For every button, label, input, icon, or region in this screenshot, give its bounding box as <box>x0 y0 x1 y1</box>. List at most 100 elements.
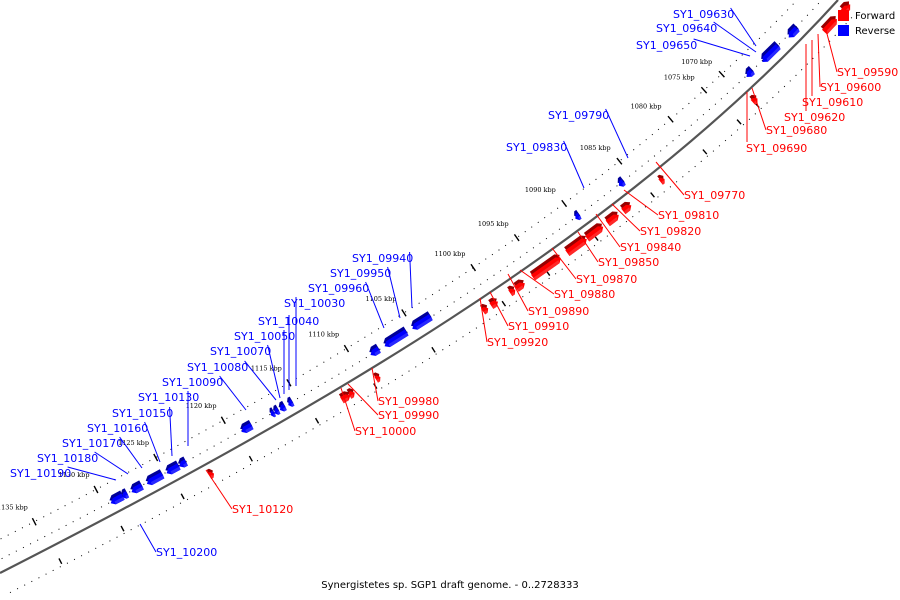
gene-feature-body <box>508 288 516 297</box>
gene-features <box>109 1 851 505</box>
leader-line-SY1_09650 <box>693 38 751 57</box>
gene-feature-SY1_10070 <box>269 407 276 418</box>
gene-feature-highlight <box>483 309 488 315</box>
gene-label-SY1_09950: SY1_09950 <box>330 267 391 280</box>
leader-line-SY1_09630 <box>730 7 757 47</box>
strand-guide-lines <box>0 0 855 594</box>
gene-label-SY1_10180: SY1_10180 <box>37 452 98 465</box>
leader-line-SY1_10190 <box>67 466 117 481</box>
scale-tick-minor <box>120 525 125 532</box>
leader-line-SY1_09940 <box>409 251 413 309</box>
gene-feature-body <box>412 314 433 330</box>
legend-forward-swatch <box>838 10 849 21</box>
guide-reverse-strand <box>0 0 798 540</box>
gene-feature-highlight <box>114 496 125 505</box>
leader-line-SY1_10090 <box>219 375 247 411</box>
gene-feature-SY1_10190 <box>109 490 125 505</box>
leader-line-SY1_09790 <box>605 108 629 159</box>
scale-tick <box>220 416 226 425</box>
gene-feature-SY1_09820 <box>604 211 619 227</box>
scale-tick <box>401 309 407 317</box>
gene-feature-body <box>788 26 800 38</box>
gene-feature-SY1_10050 <box>273 404 281 415</box>
scale-tick-minor <box>58 558 63 565</box>
leader-line-SY1_09850 <box>577 231 599 263</box>
gene-label-SY1_10150: SY1_10150 <box>112 407 173 420</box>
gene-label-SY1_09680: SY1_09680 <box>766 124 827 137</box>
gene-label-SY1_09610: SY1_09610 <box>802 96 863 109</box>
scale-tick-minor <box>702 149 708 155</box>
gene-label-SY1_10070: SY1_10070 <box>210 345 271 358</box>
leader-line-SY1_09950 <box>387 266 401 319</box>
gene-label-SY1_10040: SY1_10040 <box>258 315 319 328</box>
gene-feature-SY1_09790 <box>617 176 626 187</box>
gene-feature-SY1_09870 <box>529 254 561 281</box>
leader-line-SY1_09880 <box>519 269 555 295</box>
gene-feature-SY1_10030 <box>287 396 295 407</box>
gene-feature-SY1_09600 <box>820 16 837 35</box>
gene-feature-highlight <box>150 475 165 486</box>
scale-tick-label: 1115 kbp <box>251 365 282 373</box>
gene-label-SY1_09870: SY1_09870 <box>576 273 637 286</box>
gene-feature-highlight <box>170 466 181 475</box>
gene-feature-body <box>110 493 125 505</box>
gene-feature-highlight <box>342 397 349 404</box>
leader-line-SY1_09870 <box>551 247 577 280</box>
leader-line-SY1_09770 <box>655 161 685 196</box>
gene-feature-highlight <box>283 407 287 412</box>
gene-label-SY1_10080: SY1_10080 <box>187 361 248 374</box>
gene-feature-highlight <box>291 402 295 407</box>
scale-tick <box>343 344 350 353</box>
scale-tick-label: 1125 kbp <box>118 439 149 447</box>
gene-feature-highlight <box>608 217 618 227</box>
scale-tick <box>470 263 477 272</box>
gene-feature-highlight <box>374 349 381 356</box>
gene-feature-SY1_10180 <box>121 488 130 499</box>
leader-line-SY1_09590 <box>825 29 838 73</box>
gene-label-SY1_09790: SY1_09790 <box>548 109 609 122</box>
gene-feature-SY1_09850 <box>564 235 587 256</box>
gene-label-SY1_09980: SY1_09980 <box>378 395 439 408</box>
gene-feature-body <box>762 44 781 62</box>
scale-tick-minor <box>736 119 742 125</box>
leader-line-SY1_09840 <box>595 213 621 248</box>
scale-tick-label: 1100 kbp <box>435 250 466 258</box>
gene-feature-highlight <box>135 486 144 494</box>
leader-line-SY1_09990 <box>347 383 379 416</box>
gene-feature-SY1_09830 <box>574 209 582 221</box>
leader-line-SY1_09890 <box>507 273 529 312</box>
gene-labels: SY1_09590SY1_09600SY1_09610SY1_09620SY1_… <box>10 8 898 559</box>
gene-feature-highlight <box>624 207 631 215</box>
gene-label-SY1_10090: SY1_10090 <box>162 376 223 389</box>
gene-feature-SY1_10090 <box>240 420 254 433</box>
gene-feature-body <box>384 329 409 348</box>
scale-tick-label: 1110 kbp <box>308 331 339 339</box>
gene-feature-body <box>621 204 632 215</box>
gene-label-SY1_09620: SY1_09620 <box>784 111 845 124</box>
leader-line-SY1_09980 <box>371 367 379 402</box>
gene-feature-SY1_09630 <box>787 23 800 38</box>
scale-tick <box>153 453 159 462</box>
leader-line-SY1_09830 <box>563 140 585 189</box>
scale-tick-minor <box>431 346 436 353</box>
gene-feature-SY1_10000 <box>338 391 351 404</box>
gene-label-SY1_09850: SY1_09850 <box>598 256 659 269</box>
scale-tick <box>513 233 520 242</box>
gene-feature-SY1_09840 <box>583 223 604 242</box>
scale-tick-label: 1075 kbp <box>664 74 695 82</box>
gene-label-SY1_09890: SY1_09890 <box>528 305 589 318</box>
gene-feature-highlight <box>568 241 586 256</box>
gene-label-SY1_09640: SY1_09640 <box>656 22 717 35</box>
scale-tick <box>93 485 99 494</box>
scale-tick-minor <box>248 455 253 462</box>
gene-feature-highlight <box>578 215 582 221</box>
gene-label-SY1_10120: SY1_10120 <box>232 503 293 516</box>
leader-line-SY1_10160 <box>144 421 161 463</box>
legend-forward-label: Forward <box>855 11 895 22</box>
gene-label-SY1_10200: SY1_10200 <box>156 546 217 559</box>
leader-line-SY1_09680 <box>751 87 767 131</box>
gene-feature-highlight <box>588 228 603 242</box>
legend-reverse-label: Reverse <box>855 26 895 37</box>
gene-feature-highlight <box>245 426 254 433</box>
gene-feature-SY1_09880 <box>513 279 525 292</box>
